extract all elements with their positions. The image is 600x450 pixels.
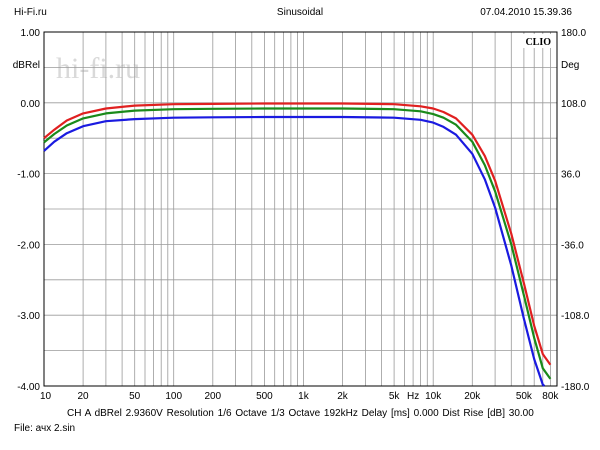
- x-tick-label: 20: [77, 391, 89, 402]
- x-tick-label: 100: [165, 391, 182, 402]
- x-axis-unit: Hz: [407, 391, 419, 402]
- x-tick-label: 2k: [337, 391, 349, 402]
- y2-tick-label: -108.0: [561, 311, 590, 322]
- y-tick-label: -4.00: [17, 382, 40, 393]
- y2-axis-label: Deg: [561, 60, 579, 71]
- x-tick-label: 200: [204, 391, 221, 402]
- x-tick-label: 500: [256, 391, 273, 402]
- y-tick-label: -1.00: [17, 170, 40, 181]
- y-tick-label: -2.00: [17, 240, 40, 251]
- y2-tick-label: 36.0: [561, 170, 581, 181]
- x-tick-label: 5k: [389, 391, 401, 402]
- x-tick-label: 20k: [464, 391, 481, 402]
- x-tick-label: 10k: [425, 391, 442, 402]
- series-line-1: [43, 102, 552, 366]
- y-tick-label: 0.00: [21, 99, 41, 110]
- file-name: File: ачх 2.sin: [14, 423, 76, 434]
- y2-tick-label: -36.0: [561, 240, 584, 251]
- x-tick-label: 50k: [516, 391, 533, 402]
- series-line-3: [43, 115, 546, 387]
- x-tick-label: 50: [129, 391, 141, 402]
- y-tick-label: 1.00: [21, 28, 41, 39]
- brand-label: CLIO: [525, 37, 551, 48]
- measurement-settings: CH A dBRel 2.9360V Resolution 1/6 Octave…: [67, 408, 534, 419]
- y-axis-label: dBRel: [13, 60, 40, 71]
- y-tick-label: -3.00: [17, 311, 40, 322]
- header-datetime: 07.04.2010 15.39.36: [480, 7, 572, 18]
- x-tick-label: 10: [40, 391, 52, 402]
- plot-frame: [43, 31, 558, 387]
- y2-tick-label: 180.0: [561, 28, 586, 39]
- x-tick-label: 1k: [298, 391, 310, 402]
- watermark-logo: hi-fi.ru: [56, 52, 140, 85]
- header-site: Hi-Fi.ru: [14, 7, 47, 18]
- y2-tick-label: 108.0: [561, 99, 586, 110]
- series-line-2: [43, 107, 552, 380]
- header-mode: Sinusoidal: [276, 7, 324, 18]
- brand-box: [515, 34, 555, 48]
- y2-tick-label: -180.0: [561, 382, 590, 393]
- x-tick-label: 80k: [542, 391, 559, 402]
